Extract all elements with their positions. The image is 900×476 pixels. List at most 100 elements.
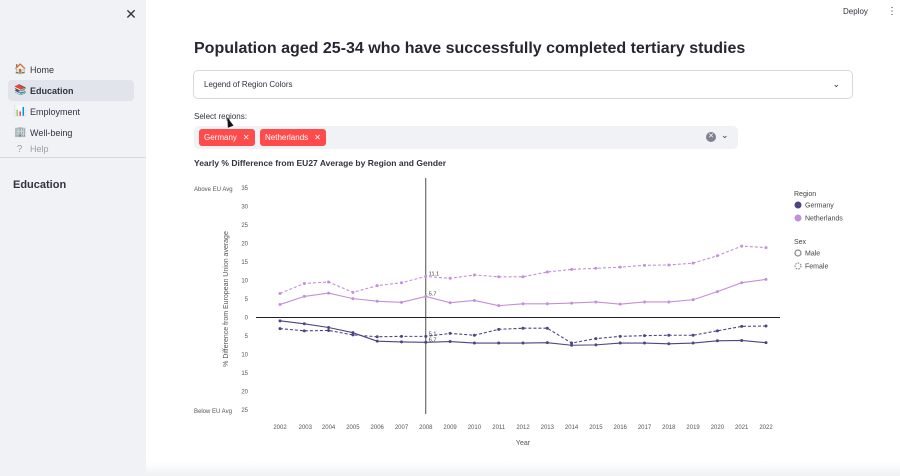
legend-expander[interactable]: Legend of Region Colors ⌄ — [193, 70, 853, 99]
sidebar-item-home[interactable]: 🏠 Home — [8, 59, 134, 80]
data-point — [327, 325, 331, 329]
data-point — [424, 274, 428, 278]
sidebar-item-education[interactable]: 📚 Education — [8, 80, 134, 101]
sidebar-item-employment[interactable]: 📊 Employment — [8, 101, 134, 122]
data-point — [570, 301, 574, 305]
y-tick-label: 0 — [245, 316, 249, 322]
data-point — [667, 342, 671, 346]
legend-label: Female — [805, 264, 828, 271]
data-point — [521, 302, 525, 306]
data-point — [643, 300, 646, 304]
data-point — [740, 244, 744, 248]
x-tick-label: 2002 — [273, 425, 287, 431]
books-icon: 📚 — [14, 85, 27, 96]
x-tick-label: 2004 — [322, 425, 336, 431]
sidebar-divider — [0, 157, 146, 158]
data-point — [302, 329, 306, 333]
x-tick-label: 2007 — [395, 425, 409, 431]
x-tick-label: 2021 — [735, 425, 749, 431]
y-axis-title: % Difference from European Union average — [223, 231, 230, 367]
data-point — [667, 333, 671, 337]
data-point — [691, 333, 695, 337]
x-tick-label: 2018 — [662, 425, 676, 431]
sidebar: ✕ 🏠 Home 📚 Education 📊 Employment 🏢 Well… — [0, 0, 146, 476]
data-point — [472, 341, 476, 345]
data-point — [400, 334, 403, 338]
data-point — [715, 254, 719, 258]
data-point — [448, 276, 452, 280]
hover-value-label: 5.7 — [429, 291, 437, 297]
data-point — [472, 333, 476, 337]
data-point — [302, 281, 306, 285]
data-point — [521, 275, 525, 279]
remove-chip-icon[interactable]: ✕ — [242, 133, 250, 142]
region-multiselect[interactable]: Germany ✕ Netherlands ✕ ✕ ⌄ — [194, 126, 738, 149]
vertical-dots-icon[interactable]: ⋮ — [887, 6, 897, 17]
x-tick-label: 2008 — [419, 425, 433, 431]
data-point — [618, 302, 622, 306]
data-point — [715, 290, 719, 294]
close-sidebar-icon[interactable]: ✕ — [125, 6, 137, 22]
data-point — [740, 281, 744, 285]
select-regions-label: Select regions: — [194, 112, 247, 121]
bar-chart-icon: 📊 — [14, 106, 27, 117]
data-point — [715, 339, 719, 343]
x-tick-label: 2003 — [299, 425, 313, 431]
data-point — [327, 291, 331, 295]
region-chip-germany: Germany ✕ — [199, 129, 255, 146]
y-tick-label: 5 — [245, 297, 249, 303]
remove-chip-icon[interactable]: ✕ — [314, 133, 321, 142]
data-point — [400, 340, 403, 344]
x-tick-label: 2017 — [638, 425, 652, 431]
x-tick-label: 2011 — [492, 425, 506, 431]
chevron-down-icon[interactable]: ⌄ — [721, 130, 729, 140]
data-point — [375, 339, 379, 343]
y-tick-label: 25 — [241, 223, 248, 229]
data-point — [497, 341, 501, 345]
x-tick-label: 2014 — [565, 425, 579, 431]
data-point — [521, 341, 525, 345]
chevron-down-icon: ⌄ — [832, 79, 840, 89]
data-point — [715, 329, 719, 333]
data-point — [521, 326, 525, 330]
data-point — [764, 324, 768, 328]
data-point — [667, 300, 671, 304]
data-point — [740, 338, 744, 342]
data-point — [278, 327, 282, 331]
question-icon: ? — [16, 143, 23, 155]
sidebar-item-label: Education — [30, 85, 74, 96]
data-point — [594, 343, 598, 347]
data-point — [545, 302, 549, 306]
sidebar-item-label: Help — [30, 144, 49, 154]
data-point — [278, 319, 282, 323]
data-point — [351, 333, 355, 337]
y-tick-label: 15 — [241, 371, 248, 377]
legend-swatch — [794, 249, 802, 257]
data-point — [278, 291, 282, 295]
data-point — [448, 340, 452, 344]
data-point — [472, 298, 476, 302]
data-point — [570, 267, 574, 271]
x-tick-label: 2020 — [711, 425, 725, 431]
data-point — [448, 331, 452, 335]
legend-label: Male — [805, 251, 820, 258]
data-point — [667, 263, 671, 267]
sidebar-item-help[interactable]: ? Help — [8, 143, 134, 155]
data-point — [351, 290, 355, 294]
legend-label: Germany — [805, 203, 834, 210]
data-point — [594, 300, 598, 304]
y-tick-label: 20 — [241, 242, 248, 248]
sidebar-item-well-being[interactable]: 🏢 Well-being — [8, 122, 134, 143]
y-tick-label: 35 — [241, 186, 248, 192]
above-avg-label: Above EU Avg — [194, 187, 233, 193]
data-point — [594, 266, 598, 270]
legend-title-region: Region — [794, 191, 816, 198]
y-tick-label: 10 — [241, 279, 248, 285]
clear-selection-icon[interactable]: ✕ — [706, 132, 716, 142]
data-point — [691, 298, 695, 302]
data-point — [740, 324, 744, 328]
deploy-button[interactable]: Deploy — [843, 7, 868, 16]
data-point — [302, 294, 306, 298]
legend-swatch — [794, 214, 802, 222]
